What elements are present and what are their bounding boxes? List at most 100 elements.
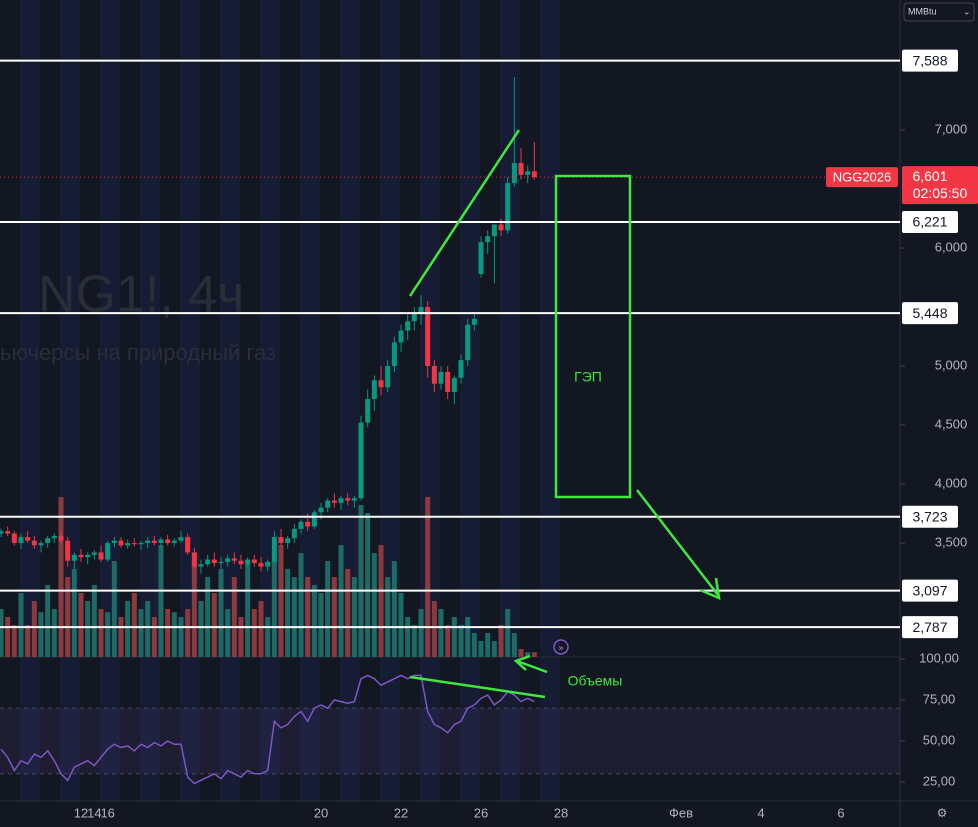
volume-bar	[338, 545, 344, 657]
volume-bar	[78, 593, 84, 657]
candle-body	[125, 543, 131, 546]
candle-body	[358, 422, 364, 499]
candle-body	[305, 521, 311, 527]
candle-body	[205, 559, 211, 565]
volume-bar	[138, 609, 144, 657]
candle-body	[258, 563, 264, 567]
volume-bar	[418, 609, 424, 657]
volume-bar	[98, 609, 104, 657]
candle-body	[311, 512, 317, 527]
trend-line	[408, 129, 521, 297]
candle-body	[198, 564, 204, 567]
candle-body	[485, 236, 491, 243]
volume-bar	[318, 593, 324, 657]
rsi-band	[0, 708, 900, 774]
candle-body	[238, 560, 244, 565]
volume-bar	[218, 569, 224, 657]
volume-bar	[498, 625, 504, 657]
volume-bar	[405, 617, 411, 657]
rsi-tick-label: 100,00	[919, 650, 959, 665]
candle-body	[405, 321, 411, 331]
arrow-line	[516, 659, 548, 674]
candle-body	[511, 163, 517, 184]
x-tick-label: 4	[757, 805, 764, 820]
volume-bar	[71, 569, 77, 657]
level-label-box	[902, 49, 958, 72]
candle-body	[418, 307, 424, 313]
volume-bar	[398, 593, 404, 657]
candle-body	[385, 366, 391, 388]
divergence-line	[409, 675, 546, 699]
volume-bar	[311, 585, 317, 657]
candle-body	[445, 371, 451, 392]
volume-bar	[238, 617, 244, 657]
candle-body	[425, 307, 431, 367]
volume-bar	[465, 617, 471, 657]
session-band	[460, 0, 480, 801]
volume-bar	[511, 633, 517, 657]
scroll-button[interactable]	[553, 639, 569, 655]
unit-label[interactable]: MMBtu	[908, 6, 937, 16]
level-label-box	[902, 616, 958, 639]
x-tick-label: 12	[74, 805, 88, 820]
candle-body	[465, 324, 471, 361]
scroll-icon[interactable]: »	[558, 642, 563, 652]
volume-bar	[278, 545, 284, 657]
candle-body	[478, 242, 484, 274]
candle-body	[318, 507, 324, 513]
volume-bar	[378, 545, 384, 657]
volume-bar	[5, 617, 11, 657]
gap-label: ГЭП	[574, 369, 602, 385]
candle-body	[0, 531, 4, 534]
candle-body	[285, 538, 291, 544]
x-tick-label: 14	[87, 805, 101, 820]
unit-box[interactable]	[903, 2, 975, 22]
candle-body	[398, 330, 404, 343]
volume-bar	[111, 561, 117, 657]
candle-body	[345, 498, 351, 501]
rsi-tick-label: 50,00	[923, 732, 956, 747]
candle-body	[525, 171, 531, 175]
candle-body	[371, 380, 377, 400]
volume-bar	[91, 585, 97, 657]
candle-body	[225, 558, 231, 562]
volume-bar	[425, 497, 431, 657]
candle-body	[351, 498, 357, 501]
candle-body	[25, 537, 31, 541]
level-label-box	[902, 579, 958, 602]
candle-body	[518, 163, 524, 175]
arrow-line	[636, 489, 719, 596]
volume-bar	[105, 612, 111, 657]
volume-bar	[305, 577, 311, 657]
annotations	[408, 129, 721, 699]
volume-bar	[125, 601, 131, 657]
volume-bar	[411, 625, 417, 657]
y-tick-label: 7,000	[935, 121, 968, 136]
candle-body	[151, 540, 157, 544]
candle-body	[291, 528, 297, 539]
symbol-badge	[826, 167, 898, 188]
session-band	[260, 0, 280, 801]
candle-body	[111, 540, 117, 544]
volume-bar	[225, 609, 231, 657]
candle-body	[231, 558, 237, 561]
volume-bar	[211, 593, 217, 657]
y-tick-label: 4,500	[935, 416, 968, 431]
candle-body	[491, 224, 497, 237]
volume-bar	[518, 649, 524, 657]
level-label: 3,723	[912, 508, 947, 524]
volume-bar	[38, 612, 44, 657]
candle-body	[505, 183, 511, 231]
candle-body	[271, 537, 277, 562]
volume-bar	[65, 577, 71, 657]
volume-bar	[191, 561, 197, 657]
volume-bar	[525, 652, 531, 657]
last-price-label: 6,601	[912, 168, 947, 184]
volume-bar	[491, 641, 497, 657]
session-band	[60, 0, 80, 801]
volume-bar	[145, 601, 151, 657]
unit-chevron[interactable]: ⌄	[963, 6, 971, 16]
candle-body	[498, 224, 504, 231]
volume-bar	[171, 612, 177, 657]
settings-icon[interactable]: ⚙	[937, 806, 948, 820]
